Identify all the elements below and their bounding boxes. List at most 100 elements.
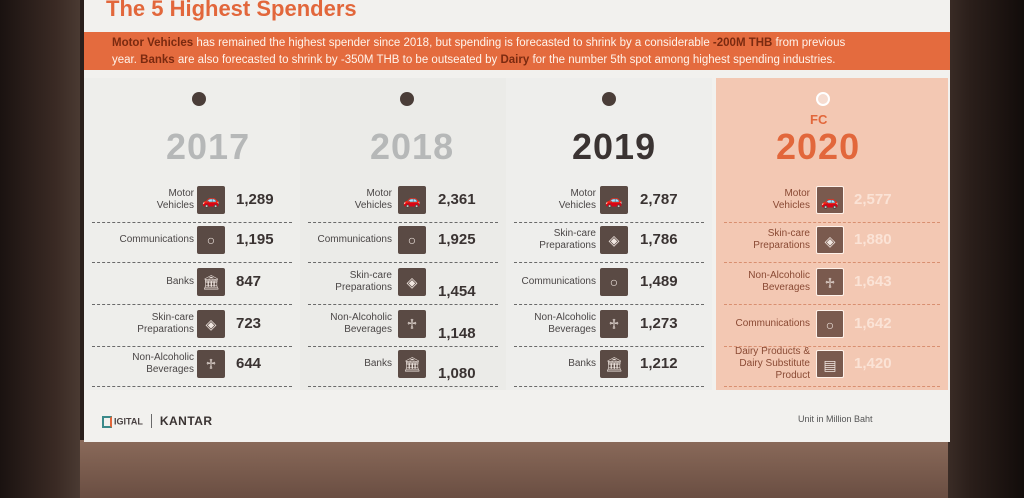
screen-bezel-right — [948, 0, 1024, 498]
year-heading: 2018 — [370, 126, 455, 167]
row-divider — [92, 386, 292, 387]
bottle-icon: ♱ — [398, 310, 426, 338]
industry-label: Banks — [364, 358, 392, 369]
industry-label: Motor Vehicles — [354, 188, 392, 211]
bank-icon: 🏛 — [197, 268, 225, 296]
spend-value: 1,925 — [438, 231, 476, 248]
spend-value: 1,786 — [640, 231, 678, 248]
spend-value: 1,489 — [640, 273, 678, 290]
industry-label: Non-Alcoholic Beverages — [534, 312, 596, 335]
banner-highlight-banks: Banks — [140, 54, 175, 66]
industry-label: Motor Vehicles — [772, 188, 810, 211]
industry-label: Skin-care Preparations — [539, 228, 596, 251]
footer-logos: IGITAL KANTAR — [102, 414, 213, 428]
summary-banner: Motor Vehicles has remained the highest … — [84, 32, 950, 70]
spend-value: 2,787 — [640, 191, 678, 208]
row-divider — [514, 386, 704, 387]
forecast-label: FC — [810, 112, 828, 127]
industry-label: Communications — [735, 318, 810, 329]
unit-note: Unit in Million Baht — [798, 414, 873, 424]
shield-icon: ◈ — [398, 268, 426, 296]
row-divider — [92, 346, 292, 347]
banner-text-2: from previous — [772, 37, 846, 49]
spend-value: 1,642 — [854, 315, 892, 332]
timeline-marker — [192, 92, 206, 106]
spend-value: 644 — [236, 355, 262, 372]
banner-text-4: are also forecasted to shrink by -350M T… — [174, 54, 501, 66]
banner-highlight-amount: -200M THB — [712, 37, 773, 49]
room-floor — [80, 440, 948, 498]
row-divider — [308, 222, 498, 223]
row-divider — [724, 222, 940, 223]
shield-icon: ◈ — [600, 226, 628, 254]
year-heading: 2017 — [166, 126, 251, 167]
row-divider — [92, 304, 292, 305]
spend-value: 847 — [236, 273, 262, 290]
row-divider — [308, 304, 498, 305]
row-divider — [92, 222, 292, 223]
slide-title: The 5 Highest Spenders — [106, 0, 357, 21]
row-divider — [308, 262, 498, 263]
industry-label: Banks — [166, 276, 194, 287]
industry-label: Skin-care Preparations — [753, 228, 810, 251]
row-divider — [514, 346, 704, 347]
spend-value: 1,454 — [438, 283, 476, 300]
banner-text-1: has remained the highest spender since 2… — [193, 37, 713, 49]
logo-divider — [150, 414, 152, 428]
car-icon: 🚗 — [398, 186, 426, 214]
presentation-slide: The 5 Highest Spenders Motor Vehicles ha… — [84, 0, 950, 442]
row-divider — [514, 304, 704, 305]
row-divider — [92, 262, 292, 263]
timeline-marker — [816, 92, 830, 106]
year-heading: 2019 — [572, 126, 657, 167]
spend-value: 1,148 — [438, 325, 476, 342]
industry-label: Communications — [119, 234, 194, 245]
circle-icon: ○ — [600, 268, 628, 296]
row-divider — [724, 304, 940, 305]
industry-label: Motor Vehicles — [558, 188, 596, 211]
industry-label: Motor Vehicles — [156, 188, 194, 211]
industry-label: Dairy Products & Dairy Substitute Product — [734, 346, 810, 381]
row-divider — [514, 262, 704, 263]
timeline-marker — [602, 92, 616, 106]
carton-icon: ▤ — [816, 350, 844, 378]
year-column-2017: 2017 Motor Vehicles 🚗 1,289 Communications ○ 1,… — [84, 78, 300, 390]
industry-label: Communications — [317, 234, 392, 245]
spend-value: 2,361 — [438, 191, 476, 208]
bottle-icon: ♱ — [816, 268, 844, 296]
year-column-2019: 2019 Motor Vehicles 🚗 2,787 Skin-care Preparat… — [506, 78, 712, 390]
circle-icon: ○ — [197, 226, 225, 254]
spend-value: 1,195 — [236, 231, 274, 248]
car-icon: 🚗 — [816, 186, 844, 214]
spend-value: 1,212 — [640, 355, 678, 372]
row-divider — [724, 262, 940, 263]
spend-value: 1,420 — [854, 355, 892, 372]
timeline-marker — [400, 92, 414, 106]
shield-icon: ◈ — [197, 310, 225, 338]
shield-icon: ◈ — [816, 226, 844, 254]
industry-label: Non-Alcoholic Beverages — [748, 270, 810, 293]
spend-value: 1,289 — [236, 191, 274, 208]
row-divider — [308, 346, 498, 347]
digital-logo-mark-icon — [102, 415, 112, 428]
banner-highlight-dairy: Dairy — [500, 54, 530, 66]
bank-icon: 🏛 — [398, 350, 426, 378]
kantar-logo: KANTAR — [159, 414, 213, 428]
row-divider — [724, 346, 940, 347]
industry-label: Banks — [568, 358, 596, 369]
bottle-icon: ♱ — [600, 310, 628, 338]
row-divider — [514, 222, 704, 223]
digital-logo: IGITAL — [102, 415, 143, 428]
row-divider — [308, 386, 498, 387]
industry-label: Skin-care Preparations — [137, 312, 194, 335]
year-heading: 2020 — [776, 126, 861, 167]
industry-label: Non-Alcoholic Beverages — [330, 312, 392, 335]
bottle-icon: ♱ — [197, 350, 225, 378]
spend-value: 1,080 — [438, 365, 476, 382]
spend-value: 1,880 — [854, 231, 892, 248]
spend-value: 1,273 — [640, 315, 678, 332]
year-column-2020-forecast: FC 2020 Motor Vehicles 🚗 2,577 Skin-care Prepar… — [716, 78, 948, 390]
screen-bezel-left — [0, 0, 80, 498]
year-column-2018: 2018 Motor Vehicles 🚗 2,361 Communications ○ 1,… — [300, 78, 506, 390]
bank-icon: 🏛 — [600, 350, 628, 378]
